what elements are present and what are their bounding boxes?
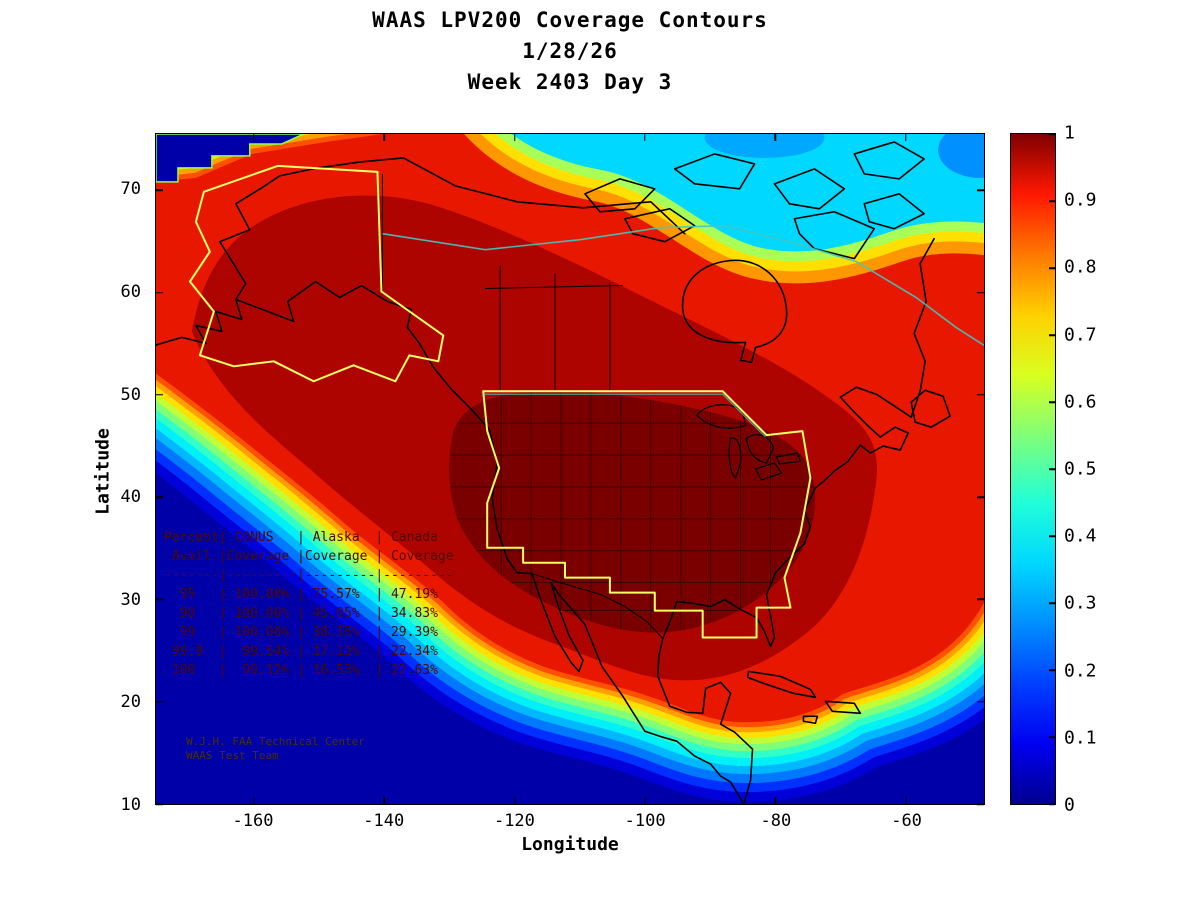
y-axis-tick-labels: 10 20 30 40 50 60 70 [0, 133, 147, 815]
y-tick-label: 40 [120, 487, 141, 508]
colorbar-tick-label: 0.7 [1064, 324, 1097, 346]
x-tick-label: -80 [760, 811, 792, 831]
axis-tick-mark [977, 496, 984, 498]
axis-tick-mark [977, 291, 984, 294]
alaska-coverage-boundary [188, 164, 445, 383]
axis-tick-mark [253, 797, 255, 804]
colorbar-tick-mark [1049, 602, 1055, 604]
colorbar-tick-label: 0.4 [1064, 525, 1097, 547]
colorbar-tick-mark [1049, 334, 1055, 336]
attribution-line: W.J.H. FAA Technical Center [186, 735, 365, 748]
contour-bands [156, 134, 984, 804]
x-tick-label: -120 [493, 811, 535, 831]
colorbar-tick-mark [1049, 267, 1055, 269]
axis-tick-mark [977, 700, 984, 703]
colorbar-tick-mark [1049, 468, 1055, 470]
coverage-statistics-table: Percent| CONUS | Alaska | Canada Avail.|… [164, 528, 454, 680]
axis-tick-mark [513, 134, 516, 141]
axis-tick-mark [156, 394, 163, 396]
coverage-table-row: 98 | 100.00% | 45.05% | 34.83% [164, 606, 438, 621]
axis-tick-mark [156, 291, 163, 294]
axis-tick-mark [253, 134, 255, 141]
axis-tick-mark [905, 797, 907, 804]
axis-tick-mark [156, 803, 163, 805]
x-axis-label: Longitude [521, 834, 619, 855]
axis-tick-mark [156, 496, 163, 498]
y-tick-label: 20 [120, 692, 141, 713]
x-axis-tick-labels: -160 -140 -120 -100 -80 -60 [155, 811, 985, 833]
colorbar-tick-mark [1049, 133, 1055, 135]
axis-tick-mark [774, 134, 777, 141]
x-tick-label: -140 [363, 811, 405, 831]
coverage-table-row: 95 | 100.00% | 75.57% | 47.19% [164, 587, 438, 602]
colorbar-tick-label: 0.3 [1064, 592, 1097, 614]
coverage-table-row: -------|---------|---------|--------- [164, 568, 454, 583]
axis-tick-mark [644, 134, 646, 141]
axis-tick-mark [644, 797, 646, 804]
coverage-table-row: 100 | 99.12% | 16.53% | 22.63% [164, 663, 438, 678]
axis-tick-mark [156, 189, 163, 191]
coverage-table-row: Avail.|Coverage |Coverage | Coverage [164, 549, 454, 564]
waas-region-boundaries [188, 164, 984, 639]
colorbar-tick-mark [1049, 669, 1055, 671]
axis-tick-mark [977, 394, 984, 396]
colorbar-tick-label: 0 [1064, 794, 1075, 816]
colorbar-tick-label: 0.2 [1064, 660, 1097, 682]
y-tick-label: 50 [120, 384, 141, 405]
chart-week-day: Week 2403 Day 3 [467, 70, 673, 94]
axis-tick-mark [513, 797, 516, 804]
axis-tick-mark [977, 803, 984, 805]
colorbar-tick-label: 0.6 [1064, 391, 1097, 413]
conus-coverage-boundary [482, 390, 812, 639]
coverage-contour-plot: Percent| CONUS | Alaska | Canada Avail.|… [155, 133, 985, 805]
x-tick-label: -60 [891, 811, 922, 831]
y-tick-label: 70 [120, 179, 141, 200]
colorbar-tick-mark [1049, 736, 1055, 738]
y-tick-label: 10 [120, 795, 141, 815]
coverage-table-row: 99 | 100.00% | 38.15% | 29.39% [164, 625, 438, 640]
colorbar-tick-label: 1 [1064, 122, 1075, 144]
colorbar-tick-mark [1049, 200, 1055, 202]
x-tick-label: -160 [232, 811, 274, 831]
attribution-text: W.J.H. FAA Technical Center WAAS Test Tea… [186, 735, 365, 763]
colorbar-tick-label: 0.9 [1064, 189, 1097, 211]
colorbar-tick-mark [1049, 401, 1055, 403]
coastlines [156, 141, 951, 803]
axis-tick-mark [774, 797, 777, 804]
x-tick-label: -100 [624, 811, 666, 831]
canada-coverage-boundary [382, 224, 984, 347]
axis-tick-mark [977, 189, 984, 191]
colorbar-tick-label: 0.1 [1064, 727, 1097, 749]
coverage-table-row: Percent| CONUS | Alaska | Canada [164, 530, 438, 545]
y-tick-label: 30 [120, 589, 141, 610]
coverage-contour-map [156, 134, 984, 804]
axis-tick-mark [383, 134, 385, 141]
colorbar-tick-mark [1049, 535, 1055, 537]
colorbar-tick-labels: 0 0.1 0.2 0.3 0.4 0.5 0.6 0.7 0.8 0.9 1 [1064, 123, 1124, 816]
colorbar-tick-label: 0.5 [1064, 458, 1097, 480]
chart-title: WAAS LPV200 Coverage Contours [372, 8, 768, 32]
state-borders [451, 390, 816, 633]
axis-tick-mark [905, 134, 907, 141]
y-tick-label: 60 [120, 282, 141, 303]
corner-stairstep [156, 134, 304, 183]
colorbar-tick-label: 0.8 [1064, 256, 1097, 278]
axis-tick-mark [977, 598, 984, 601]
axis-tick-mark [383, 797, 385, 804]
axis-tick-mark [156, 598, 163, 601]
coverage-table-row: 99.9 | 99.54% | 17.13% | 22.34% [164, 644, 438, 659]
axis-tick-mark [156, 700, 163, 703]
great-lakes [695, 404, 802, 481]
colorbar-tick-mark [1049, 803, 1055, 805]
chart-date: 1/28/26 [522, 39, 618, 63]
attribution-line: WAAS Test Team [186, 749, 279, 762]
colorbar [1010, 133, 1056, 805]
